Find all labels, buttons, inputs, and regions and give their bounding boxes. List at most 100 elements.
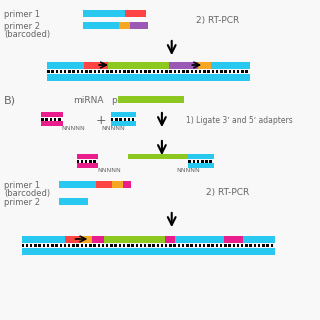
- Bar: [89, 160, 92, 163]
- Bar: [211, 62, 250, 69]
- Bar: [111, 118, 113, 121]
- Bar: [102, 70, 104, 73]
- Bar: [188, 163, 214, 168]
- Bar: [115, 244, 117, 247]
- Bar: [81, 70, 83, 73]
- Bar: [266, 244, 269, 247]
- Bar: [123, 244, 125, 247]
- Bar: [193, 160, 195, 163]
- Bar: [245, 244, 248, 247]
- Text: (barcoded): (barcoded): [4, 188, 50, 197]
- Text: (barcoded): (barcoded): [4, 29, 50, 38]
- Bar: [132, 70, 134, 73]
- Bar: [89, 244, 92, 247]
- Bar: [190, 244, 193, 247]
- Bar: [173, 244, 176, 247]
- Text: +: +: [95, 114, 106, 126]
- Bar: [198, 62, 211, 69]
- Bar: [170, 70, 172, 73]
- Bar: [178, 70, 180, 73]
- Bar: [157, 70, 159, 73]
- Bar: [207, 70, 210, 73]
- Bar: [30, 244, 32, 247]
- Bar: [47, 62, 84, 69]
- Bar: [207, 244, 210, 247]
- Text: miRNA: miRNA: [74, 95, 104, 105]
- Bar: [38, 244, 41, 247]
- Bar: [110, 244, 113, 247]
- Bar: [47, 70, 50, 73]
- Bar: [84, 62, 108, 69]
- Bar: [119, 70, 121, 73]
- Bar: [190, 70, 193, 73]
- Bar: [220, 244, 222, 247]
- Bar: [118, 96, 184, 103]
- Bar: [201, 160, 204, 163]
- Bar: [96, 181, 112, 188]
- Bar: [175, 236, 224, 243]
- Bar: [131, 244, 134, 247]
- Bar: [72, 70, 75, 73]
- Bar: [59, 181, 96, 188]
- Bar: [45, 118, 48, 121]
- Bar: [148, 70, 151, 73]
- Bar: [81, 244, 83, 247]
- Bar: [112, 181, 123, 188]
- Bar: [161, 70, 164, 73]
- Bar: [115, 118, 117, 121]
- Bar: [56, 70, 58, 73]
- Bar: [203, 70, 206, 73]
- Bar: [188, 160, 191, 163]
- Bar: [76, 244, 79, 247]
- Text: p: p: [111, 95, 116, 105]
- Bar: [68, 70, 71, 73]
- Bar: [68, 244, 70, 247]
- Bar: [182, 70, 185, 73]
- Bar: [241, 70, 244, 73]
- Bar: [127, 244, 130, 247]
- Bar: [216, 70, 218, 73]
- Bar: [84, 10, 124, 17]
- Bar: [81, 160, 83, 163]
- Bar: [50, 118, 52, 121]
- Bar: [165, 236, 175, 243]
- Bar: [54, 118, 56, 121]
- Bar: [174, 70, 176, 73]
- Text: primer 2: primer 2: [4, 197, 40, 206]
- Bar: [64, 244, 66, 247]
- Bar: [233, 70, 235, 73]
- Text: B): B): [4, 95, 16, 105]
- Bar: [47, 74, 250, 81]
- Bar: [144, 244, 147, 247]
- Bar: [258, 244, 260, 247]
- Text: NNNNN: NNNNN: [101, 126, 125, 131]
- Bar: [233, 244, 235, 247]
- Bar: [203, 244, 205, 247]
- Bar: [34, 244, 37, 247]
- Bar: [161, 244, 163, 247]
- Bar: [93, 70, 96, 73]
- Bar: [262, 244, 265, 247]
- Bar: [165, 70, 168, 73]
- Bar: [115, 70, 117, 73]
- Bar: [47, 244, 49, 247]
- Bar: [104, 236, 165, 243]
- Bar: [119, 118, 122, 121]
- Text: primer 1: primer 1: [4, 180, 40, 189]
- Bar: [220, 70, 222, 73]
- Bar: [93, 160, 96, 163]
- Bar: [241, 244, 244, 247]
- Bar: [199, 244, 201, 247]
- Bar: [127, 70, 130, 73]
- Bar: [195, 70, 197, 73]
- Bar: [212, 244, 214, 247]
- Bar: [41, 121, 63, 126]
- Bar: [140, 70, 142, 73]
- Text: NNNNN: NNNNN: [62, 126, 85, 131]
- Bar: [237, 244, 239, 247]
- Bar: [224, 244, 227, 247]
- Bar: [26, 244, 28, 247]
- Bar: [144, 70, 147, 73]
- Bar: [55, 244, 58, 247]
- Bar: [128, 154, 188, 159]
